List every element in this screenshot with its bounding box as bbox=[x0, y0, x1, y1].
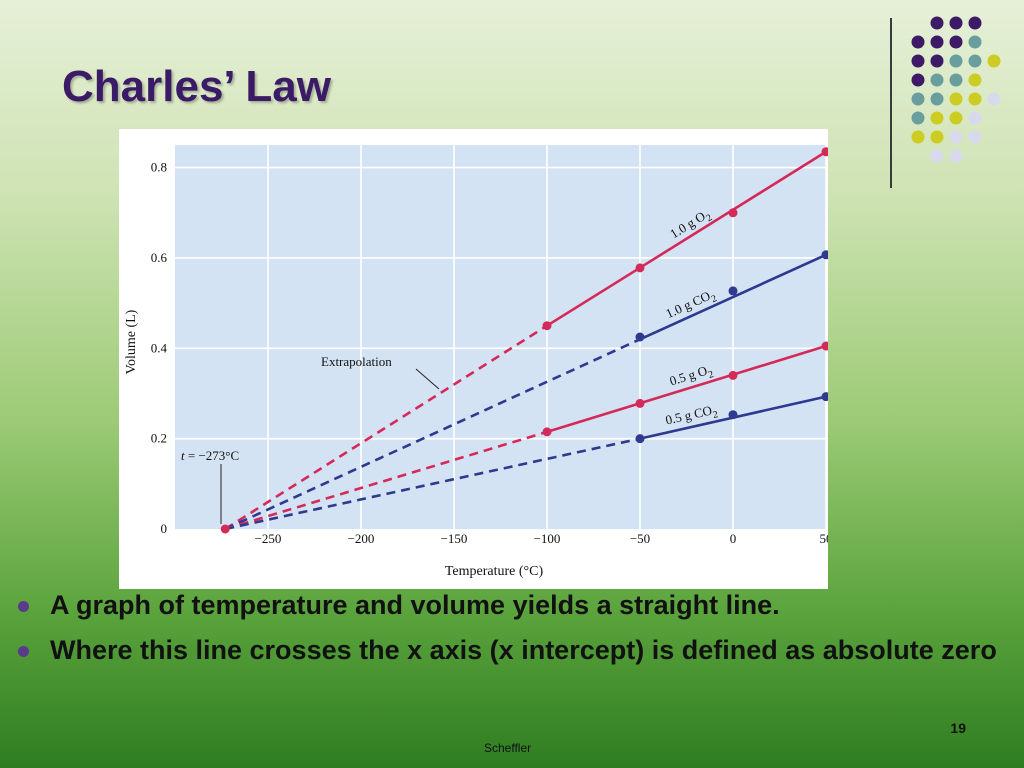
decorative-dot bbox=[930, 149, 944, 163]
slide-title: Charles’ Law bbox=[62, 62, 332, 111]
x-tick-label: −50 bbox=[630, 531, 650, 546]
y-tick-label: 0.2 bbox=[151, 431, 167, 446]
y-axis-label: Volume (L) bbox=[124, 309, 139, 374]
decorative-dot bbox=[930, 35, 944, 49]
decorative-dot bbox=[968, 16, 982, 30]
bullet-dot-icon bbox=[18, 646, 29, 657]
absolute-zero-label: t = −273°C bbox=[181, 448, 239, 463]
extrapolation-line-0-5-g-co2 bbox=[224, 437, 641, 531]
decorative-dot bbox=[930, 16, 944, 30]
decorative-dot bbox=[930, 111, 944, 125]
decorative-dot bbox=[930, 92, 944, 106]
decorative-dot bbox=[930, 54, 944, 68]
absolute-zero-variable: t bbox=[181, 448, 185, 463]
data-point-0-5-g-co2 bbox=[728, 410, 738, 420]
extrapolation-line-1-0-g-co2 bbox=[224, 338, 641, 531]
decorative-dot bbox=[968, 92, 982, 106]
decorative-dot bbox=[968, 54, 982, 68]
plot-area bbox=[175, 145, 826, 529]
y-tick-label: 0.8 bbox=[151, 160, 167, 175]
data-point-0-5-g-o2 bbox=[728, 370, 738, 380]
decorative-dot bbox=[987, 92, 1001, 106]
bullet-text: A graph of temperature and volume yields… bbox=[50, 590, 780, 620]
bullet-list: A graph of temperature and volume yields… bbox=[18, 590, 1008, 680]
series-line-0-5-g-o2 bbox=[546, 344, 827, 434]
decorative-dot bbox=[949, 130, 963, 144]
decorative-dot bbox=[968, 111, 982, 125]
decorative-dot bbox=[911, 54, 925, 68]
decorative-dot bbox=[911, 35, 925, 49]
decorative-dot bbox=[930, 73, 944, 87]
decorative-dot bbox=[949, 16, 963, 30]
x-tick-label: 50 bbox=[820, 531, 829, 546]
data-point-1-0-g-o2 bbox=[542, 321, 552, 331]
decorative-dot bbox=[949, 111, 963, 125]
y-tick-label: 0 bbox=[161, 521, 168, 536]
decorative-dot bbox=[930, 130, 944, 144]
decorative-dot bbox=[968, 73, 982, 87]
decorative-dot bbox=[949, 54, 963, 68]
charles-law-chart: 00.20.40.60.8 −250−200−150−100−50050 1.0… bbox=[124, 145, 833, 579]
data-point-1-0-g-o2 bbox=[728, 208, 738, 218]
footer-text: Scheffler bbox=[484, 741, 532, 755]
page-number: 19 bbox=[950, 720, 966, 736]
extrapolation-line-1-0-g-o2 bbox=[224, 324, 548, 531]
x-tick-label: −100 bbox=[534, 531, 561, 546]
bullet-item: A graph of temperature and volume yields… bbox=[18, 590, 1008, 621]
decorative-dot bbox=[949, 149, 963, 163]
decorative-dot bbox=[911, 111, 925, 125]
bullet-dot-icon bbox=[18, 601, 29, 612]
decorative-dot bbox=[911, 92, 925, 106]
data-point-1-0-g-o2 bbox=[635, 263, 645, 273]
y-tick-label: 0.4 bbox=[151, 340, 168, 355]
absolute-zero-point bbox=[220, 524, 230, 534]
extrapolation-line-0-5-g-o2 bbox=[224, 430, 548, 531]
data-point-0-5-g-co2 bbox=[635, 434, 645, 444]
decorative-dot-grid bbox=[911, 16, 1001, 163]
x-tick-label: −200 bbox=[348, 531, 375, 546]
bullet-item: Where this line crosses the x axis (x in… bbox=[18, 635, 1008, 666]
series-line-1-0-g-o2 bbox=[546, 150, 827, 327]
decorative-dot bbox=[949, 73, 963, 87]
data-point-1-0-g-co2 bbox=[635, 332, 645, 342]
x-tick-label: −250 bbox=[255, 531, 282, 546]
extrapolation-pointer bbox=[415, 368, 440, 390]
chart-panel: 00.20.40.60.8 −250−200−150−100−50050 1.0… bbox=[119, 129, 833, 589]
decorative-dot bbox=[968, 35, 982, 49]
decorative-dot bbox=[987, 54, 1001, 68]
absolute-zero-value: = −273°C bbox=[185, 448, 240, 463]
decorative-dot bbox=[911, 130, 925, 144]
bullet-text: Where this line crosses the x axis (x in… bbox=[50, 635, 997, 665]
series-line-1-0-g-co2 bbox=[639, 253, 827, 341]
y-tick-label: 0.6 bbox=[151, 250, 168, 265]
extrapolation-label: Extrapolation bbox=[321, 354, 392, 369]
data-point-1-0-g-co2 bbox=[728, 286, 738, 296]
decorative-dot bbox=[949, 92, 963, 106]
decorative-divider bbox=[890, 18, 892, 188]
data-point-0-5-g-o2 bbox=[542, 427, 552, 437]
decorative-dot bbox=[911, 73, 925, 87]
decorative-dot bbox=[968, 130, 982, 144]
x-tick-label: 0 bbox=[730, 531, 737, 546]
x-tick-label: −150 bbox=[441, 531, 468, 546]
x-axis-label: Temperature (°C) bbox=[445, 564, 544, 579]
data-point-0-5-g-o2 bbox=[635, 398, 645, 408]
decorative-dot bbox=[949, 35, 963, 49]
